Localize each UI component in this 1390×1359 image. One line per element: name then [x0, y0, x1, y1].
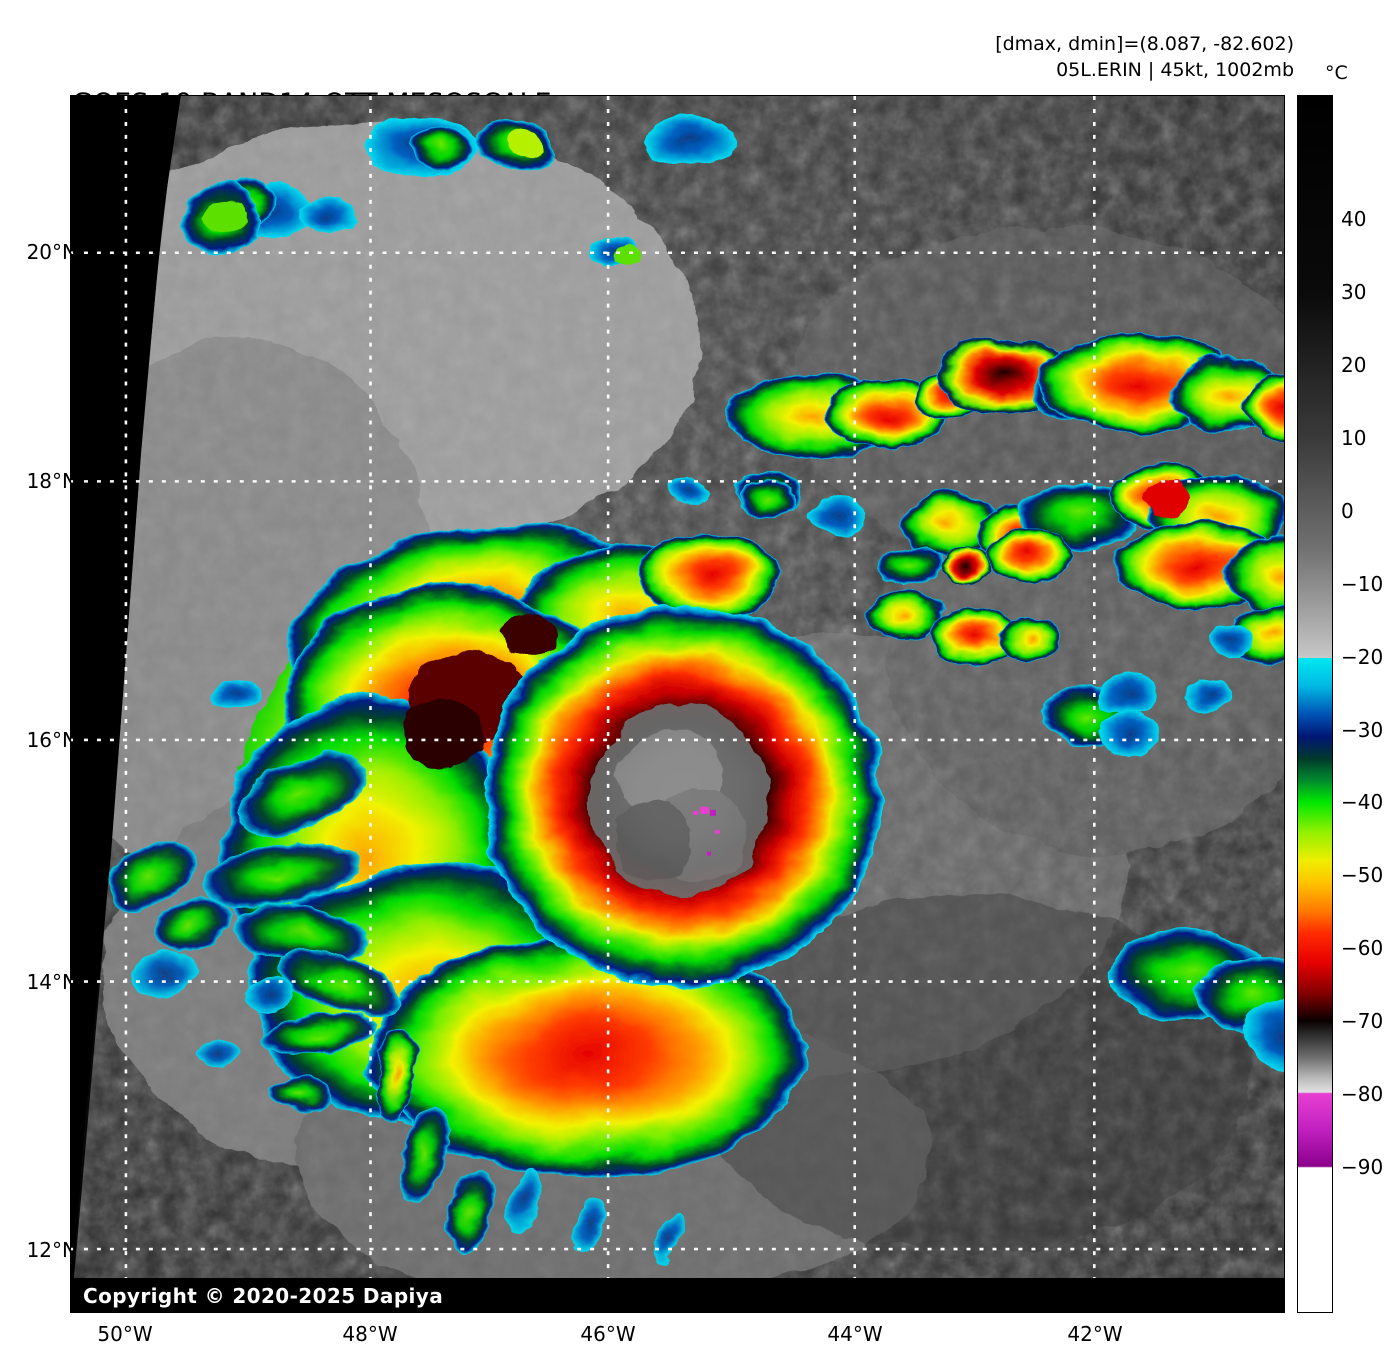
- lat-label-20n: 20°N: [26, 240, 77, 264]
- infrared-brightness-temperature-image: [71, 96, 1284, 1312]
- overshooting-top-pixels: [692, 806, 720, 856]
- lat-label-18n: 18°N: [26, 469, 77, 493]
- lat-label-16n: 16°N: [26, 728, 77, 752]
- graticule: [71, 96, 1284, 1312]
- colorbar-tick-20: 20: [1341, 352, 1367, 377]
- colorbar-tick-40: 40: [1341, 206, 1367, 231]
- colorbar-tick-neg30: −30: [1341, 717, 1384, 742]
- colorbar-unit-label: °C: [1325, 62, 1348, 84]
- lat-label-12n: 12°N: [26, 1238, 77, 1262]
- colorbar-tick-neg10: −10: [1341, 571, 1384, 596]
- lon-label-48w: 48°W: [342, 1322, 398, 1346]
- lon-label-44w: 44°W: [827, 1322, 883, 1346]
- colorbar-tick-10: 10: [1341, 425, 1367, 450]
- colorbar-tick-30: 30: [1341, 279, 1367, 304]
- lon-label-42w: 42°W: [1067, 1322, 1123, 1346]
- dmax-dmin-readout: [dmax, dmin]=(8.087, -82.602): [995, 33, 1294, 55]
- temperature-colorbar: [1297, 95, 1333, 1313]
- satellite-image-panel: Copyright © 2020-2025 Dapiya: [70, 95, 1285, 1313]
- colorbar-gradient: [1298, 96, 1332, 1312]
- colorbar-tick-neg80: −80: [1341, 1082, 1384, 1107]
- colorbar-tick-0: 0: [1341, 498, 1354, 523]
- lon-label-46w: 46°W: [580, 1322, 636, 1346]
- metadata-block: [dmax, dmin]=(8.087, -82.602) 05L.ERIN |…: [995, 32, 1294, 83]
- colorbar-tick-neg60: −60: [1341, 936, 1384, 961]
- lon-label-50w: 50°W: [97, 1322, 153, 1346]
- colorbar-tick-neg50: −50: [1341, 863, 1384, 888]
- colorbar-tick-neg70: −70: [1341, 1009, 1384, 1034]
- lat-label-14n: 14°N: [26, 970, 77, 994]
- copyright-text: Copyright © 2020-2025 Dapiya: [83, 1284, 444, 1308]
- colorbar-tick-neg40: −40: [1341, 790, 1384, 815]
- copyright-band: Copyright © 2020-2025 Dapiya: [71, 1278, 1284, 1312]
- storm-info-readout: 05L.ERIN | 45kt, 1002mb: [1056, 58, 1294, 81]
- colorbar-tick-neg20: −20: [1341, 644, 1384, 669]
- colorbar-tick-neg90: −90: [1341, 1155, 1384, 1180]
